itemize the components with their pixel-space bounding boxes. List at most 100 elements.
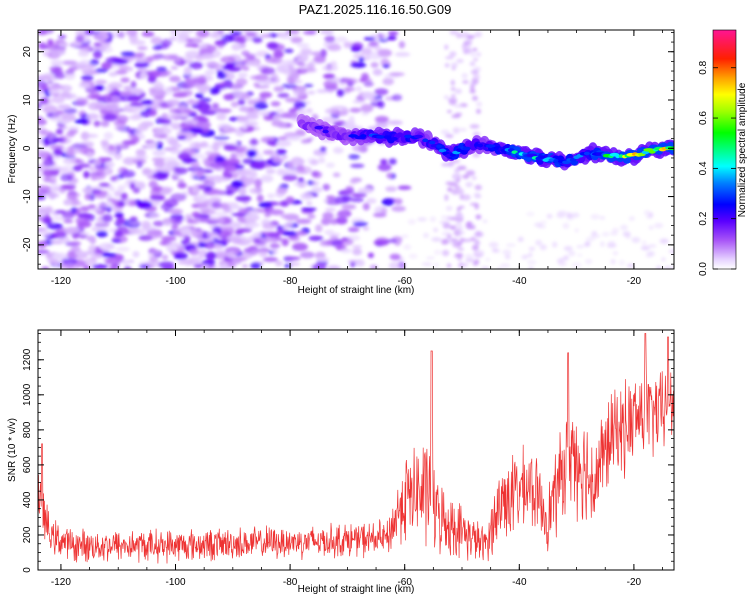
snr-frame bbox=[37, 329, 675, 571]
spectrogram-noise-blob bbox=[137, 46, 148, 51]
spectrogram-noise-blob bbox=[111, 30, 119, 38]
y-tick-label: 10 bbox=[22, 94, 33, 106]
spectrogram-noise-blob bbox=[456, 226, 464, 230]
spectrogram-noise-blob bbox=[67, 125, 80, 130]
spectrogram-noise-blob bbox=[465, 183, 472, 188]
spectrogram-noise-blob bbox=[169, 108, 181, 114]
spectrogram-noise-blob bbox=[223, 205, 231, 212]
spectrogram-noise-blob bbox=[362, 226, 370, 231]
spectrogram-noise-blob bbox=[293, 101, 307, 109]
spectrogram-noise-blob bbox=[115, 246, 130, 252]
spectrogram-noise-blob bbox=[343, 40, 352, 49]
spectrogram-noise-blob bbox=[225, 189, 235, 196]
spectrogram-noise-blob bbox=[398, 41, 406, 49]
spectrogram-noise-blob bbox=[79, 146, 89, 155]
spectrogram-noise-blob bbox=[574, 228, 579, 233]
spectrogram-noise-blob bbox=[230, 31, 243, 36]
spectrogram-noise-blob bbox=[96, 216, 105, 224]
spectrogram-noise-blob bbox=[262, 149, 276, 155]
spectrogram-noise-blob bbox=[585, 259, 593, 264]
spectrogram-noise-blob bbox=[377, 49, 392, 57]
spectrogram-noise-blob bbox=[472, 261, 478, 266]
spectrogram-noise-blob bbox=[116, 216, 125, 225]
spectrogram-noise-blob bbox=[149, 255, 158, 263]
spectrogram-noise-blob bbox=[146, 141, 158, 150]
spectrogram-noise-blob bbox=[198, 249, 208, 258]
spectrogram-noise-blob bbox=[289, 135, 301, 141]
spectrogram-noise-blob bbox=[209, 188, 222, 195]
spectrogram-noise-blob bbox=[295, 52, 309, 62]
spectrogram-noise-blob bbox=[381, 198, 394, 206]
spectrogram-noise-blob bbox=[546, 214, 553, 219]
spectrogram-noise-blob bbox=[280, 60, 293, 64]
spectrogram-noise-blob bbox=[63, 157, 77, 164]
spectrogram-noise-blob bbox=[204, 241, 215, 250]
spectrogram-ridge-core bbox=[383, 135, 392, 139]
spectrogram-noise-blob bbox=[558, 261, 567, 267]
spectrogram-noise-blob bbox=[83, 170, 90, 179]
spectrogram-noise-blob bbox=[98, 182, 110, 187]
spectrogram-noise-blob bbox=[138, 234, 153, 241]
spectrogram-noise-blob bbox=[441, 215, 447, 220]
spectrogram-noise-blob bbox=[49, 144, 64, 150]
spectrogram-noise-blob bbox=[374, 206, 388, 215]
spectrogram-noise-blob bbox=[332, 172, 341, 178]
spectrogram-noise-blob bbox=[140, 121, 154, 126]
spectrogram-noise-blob bbox=[270, 101, 281, 107]
spectrogram-noise-blob bbox=[40, 84, 49, 91]
spectrogram-noise-blob bbox=[276, 225, 284, 231]
spectrogram-noise-blob bbox=[70, 206, 77, 214]
spectrogram-noise-blob bbox=[209, 87, 220, 95]
spectrogram-noise-blob bbox=[38, 30, 48, 36]
spectrogram-noise-blob bbox=[75, 216, 90, 225]
spectrogram-noise-blob bbox=[374, 115, 389, 123]
spectrogram-noise-blob bbox=[66, 192, 77, 201]
spectrogram-noise-blob bbox=[601, 231, 610, 237]
spectrogram-noise-blob bbox=[184, 118, 199, 125]
spectrogram-noise-blob bbox=[245, 168, 257, 177]
y-tick-label: -10 bbox=[22, 189, 33, 204]
spectrogram-noise-blob bbox=[100, 139, 109, 146]
spectrogram-noise-blob bbox=[372, 68, 383, 76]
spectrogram-noise-blob bbox=[505, 243, 516, 247]
spectrogram-noise-blob bbox=[215, 247, 225, 253]
spectrogram-noise-blob bbox=[368, 41, 379, 47]
spectrogram-noise-blob bbox=[161, 235, 177, 242]
spectrogram-noise-blob bbox=[38, 229, 51, 237]
spectrogram-noise-blob bbox=[39, 97, 49, 105]
spectrogram-noise-blob bbox=[475, 194, 482, 199]
spectrogram-noise-blob bbox=[101, 62, 113, 70]
spectrogram-noise-blob bbox=[180, 239, 191, 244]
spectrogram-noise-blob bbox=[94, 79, 107, 85]
spectrogram-noise-blob bbox=[300, 139, 310, 144]
spectrogram-noise-blob bbox=[216, 113, 227, 121]
spectrogram-noise-blob bbox=[475, 214, 482, 219]
spectrogram-noise-blob bbox=[100, 109, 108, 114]
spectrogram-noise-blob bbox=[189, 127, 204, 134]
spectrogram-noise-blob bbox=[171, 224, 179, 230]
spectrogram-noise-blob bbox=[60, 147, 76, 153]
spectrogram-noise-blob bbox=[74, 119, 87, 124]
spectrogram-noise-blob bbox=[66, 131, 75, 138]
spectrogram-noise-blob bbox=[105, 103, 118, 110]
spectrogram-noise-blob bbox=[170, 31, 180, 37]
spectrogram-noise-blob bbox=[349, 261, 356, 268]
spectrogram-noise-blob bbox=[448, 134, 453, 139]
spectrogram-noise-blob bbox=[306, 201, 313, 206]
spectrogram-noise-blob bbox=[458, 262, 464, 269]
spectrogram-noise-blob bbox=[433, 249, 442, 255]
spectrogram-noise-blob bbox=[172, 92, 188, 98]
spectrogram-noise-blob bbox=[552, 241, 558, 248]
spectrogram-noise-blob bbox=[196, 170, 203, 178]
spectrogram-noise-blob bbox=[178, 112, 189, 117]
spectrogram-noise-blob bbox=[43, 177, 52, 183]
spectrogram-noise-blob bbox=[433, 262, 439, 268]
spectrogram-noise-blob bbox=[656, 265, 662, 269]
spectrogram-noise-blob bbox=[125, 30, 138, 37]
spectrogram-noise-blob bbox=[93, 50, 103, 59]
spectrogram-noise-blob bbox=[295, 129, 306, 137]
spectrogram-noise-blob bbox=[284, 97, 301, 103]
spectrogram-noise-blob bbox=[362, 91, 373, 100]
spectrogram-noise-blob bbox=[65, 152, 76, 157]
spectrogram-noise-blob bbox=[168, 208, 183, 215]
